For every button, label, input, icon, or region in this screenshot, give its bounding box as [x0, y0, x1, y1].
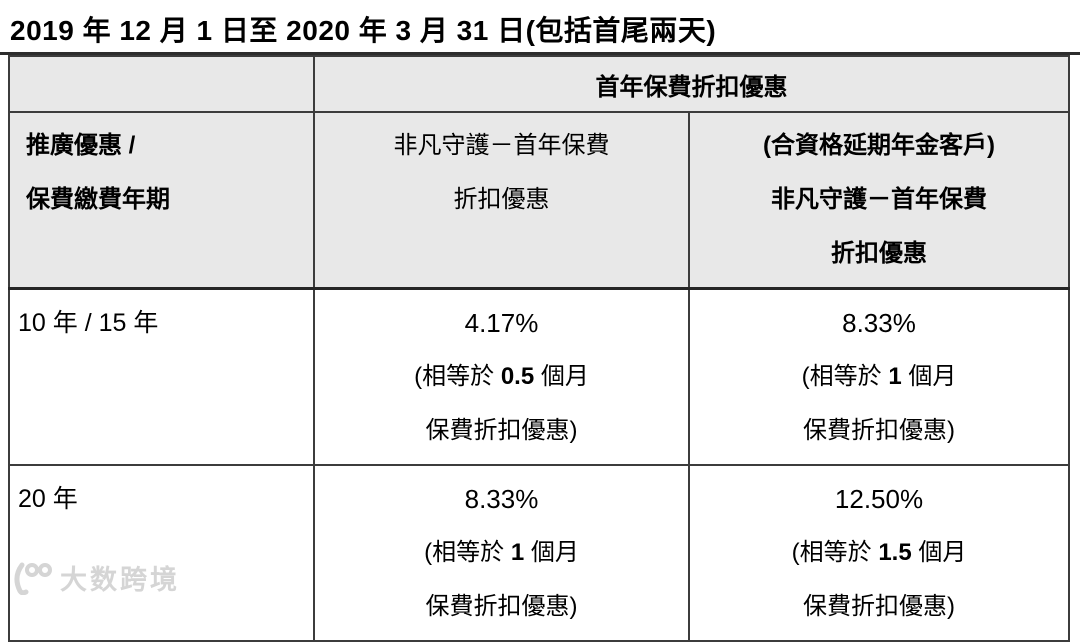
- payment-term-label-cell: 20 年: [8, 464, 315, 642]
- qdap-discount-cell: 12.50% (相等於 1.5 個月 保費折扣優惠): [688, 464, 1070, 642]
- qdap-column-header-cell: (合資格延期年金客戶) 非凡守護－首年保費 折扣優惠: [688, 111, 1070, 290]
- qdap-header-line2: 非凡守護－首年保費: [771, 186, 987, 213]
- top-header-cell: 首年保費折扣優惠: [313, 55, 1070, 113]
- standard-discount-cell: 8.33% (相等於 1 個月 保費折扣優惠): [313, 464, 690, 642]
- equivalent-prefix: (相等於: [791, 539, 879, 566]
- qdap-discount-cell: 8.33% (相等於 1 個月 保費折扣優惠): [688, 287, 1070, 466]
- payment-term-label-cell: 10 年 / 15 年: [8, 287, 315, 466]
- equivalent-suffix: 個月: [534, 363, 589, 390]
- payment-term-label: 20 年: [18, 485, 78, 513]
- corner-empty-cell: [8, 55, 315, 113]
- qdap-header-line1: (合資格延期年金客戶): [763, 132, 995, 159]
- equivalent-months-line: (相等於 1 個月: [698, 350, 1060, 404]
- premium-discount-table: 首年保費折扣優惠 推廣優惠 / 保費繳費年期 非凡守護－首年保費 折扣優惠 (合…: [8, 55, 1070, 642]
- table-row: 20 年 8.33% (相等於 1 個月 保費折扣優惠) 12.50% (相等於…: [8, 464, 1070, 642]
- standard-discount-cell: 4.17% (相等於 0.5 個月 保費折扣優惠): [313, 287, 690, 466]
- discount-percent: 8.33%: [842, 308, 916, 338]
- top-header-label: 首年保費折扣優惠: [595, 73, 788, 101]
- equivalent-prefix: (相等於: [414, 363, 501, 390]
- discount-percent: 4.17%: [464, 308, 539, 338]
- equivalent-suffix: 個月: [911, 539, 967, 566]
- equivalent-months-value: 1: [888, 363, 902, 390]
- equivalent-months-value: 0.5: [500, 363, 535, 390]
- equivalent-suffix: 個月: [524, 539, 579, 566]
- table-header-main-row: 推廣優惠 / 保費繳費年期 非凡守護－首年保費 折扣優惠 (合資格延期年金客戶)…: [8, 111, 1070, 290]
- row-header-line2: 保費繳費年期: [26, 186, 170, 213]
- payment-term-label: 10 年 / 15 年: [18, 309, 159, 337]
- standard-header-line2: 折扣優惠: [453, 186, 550, 213]
- equivalent-months-line: (相等於 0.5 個月: [323, 350, 680, 404]
- equivalent-closing-line: 保費折扣優惠): [425, 417, 578, 444]
- equivalent-months-line: (相等於 1 個月: [323, 526, 680, 580]
- equivalent-closing-line: 保費折扣優惠): [803, 417, 955, 444]
- equivalent-closing-line: 保費折扣優惠): [803, 593, 955, 620]
- page-title: 2019 年 12 月 1 日至 2020 年 3 月 31 日(包括首尾兩天): [0, 0, 1080, 55]
- row-header-line1: 推廣優惠 /: [26, 132, 136, 159]
- equivalent-months-value: 1: [510, 539, 525, 566]
- equivalent-suffix: 個月: [901, 363, 957, 390]
- standard-header-line1: 非凡守護－首年保費: [393, 132, 610, 159]
- table-header-top-row: 首年保費折扣優惠: [8, 55, 1070, 113]
- equivalent-months-line: (相等於 1.5 個月: [698, 526, 1060, 580]
- row-header-cell: 推廣優惠 / 保費繳費年期: [8, 111, 315, 290]
- table-row: 10 年 / 15 年 4.17% (相等於 0.5 個月 保費折扣優惠) 8.…: [8, 287, 1070, 466]
- equivalent-prefix: (相等於: [424, 539, 511, 566]
- discount-percent: 8.33%: [464, 484, 539, 514]
- standard-column-header-cell: 非凡守護－首年保費 折扣優惠: [313, 111, 690, 290]
- equivalent-closing-line: 保費折扣優惠): [425, 593, 578, 620]
- equivalent-prefix: (相等於: [801, 363, 889, 390]
- promotion-period-text: 2019 年 12 月 1 日至 2020 年 3 月 31 日(包括首尾兩天): [10, 15, 717, 46]
- equivalent-months-value: 1.5: [878, 539, 912, 566]
- discount-percent: 12.50%: [834, 484, 924, 514]
- qdap-header-line3: 折扣優惠: [831, 240, 927, 267]
